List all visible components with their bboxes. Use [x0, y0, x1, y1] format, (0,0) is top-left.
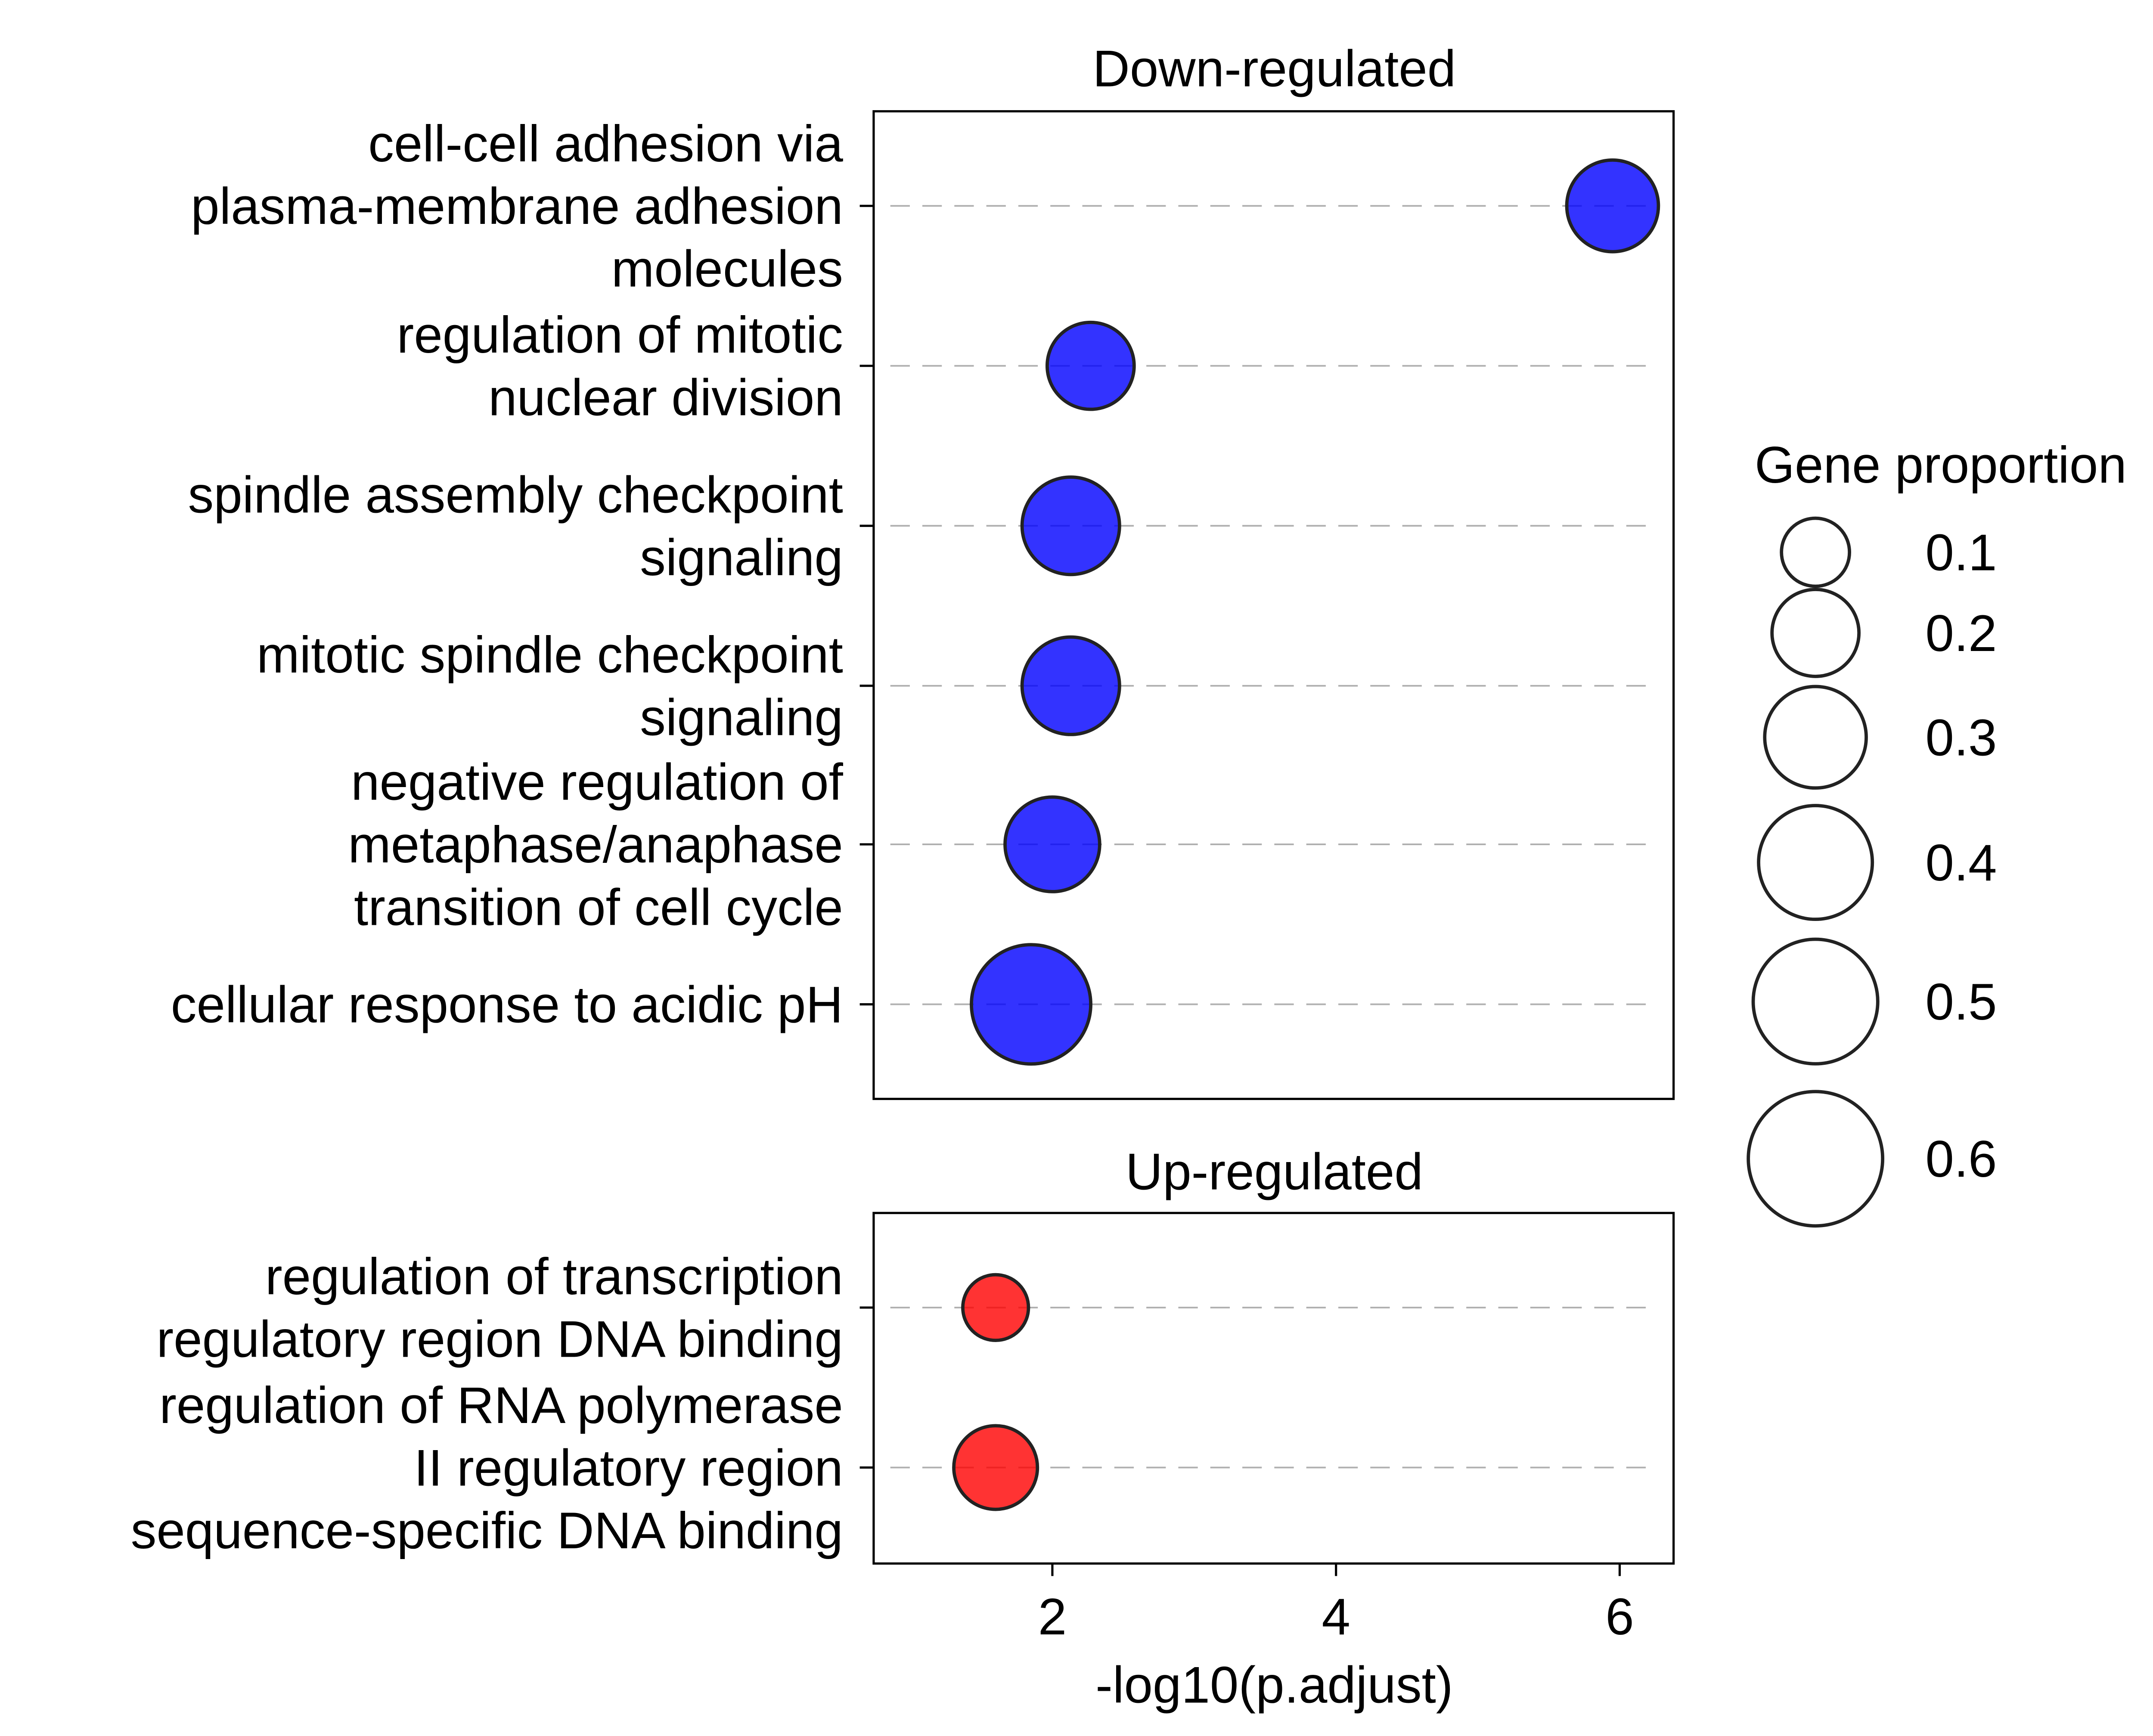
legend-marker [1770, 588, 1861, 678]
category-label-line: nuclear division [488, 369, 843, 426]
category-label-line: regulation of mitotic [397, 307, 843, 364]
category-label-line: signaling [640, 689, 843, 746]
legend-marker [1747, 1090, 1885, 1228]
down-marker [1045, 320, 1136, 411]
category-label-line: sequence-specific DNA binding [131, 1502, 843, 1559]
legend-label: 0.5 [1925, 973, 1997, 1031]
legend-label: 0.1 [1925, 524, 1997, 582]
category-label-line: spindle assembly checkpoint [188, 467, 843, 524]
down-category-label: regulation of mitotic nuclear division [397, 307, 843, 426]
down-panel-title: Down-regulated [1093, 40, 1456, 97]
legend-label: 0.2 [1925, 605, 1997, 662]
legend-marker [1757, 804, 1874, 921]
x-axis: 2 4 6 -log10(p.adjust) [1038, 1563, 1634, 1714]
category-label-line: metaphase/anaphase [348, 816, 843, 874]
category-label-line: plasma-membrane adhesion [191, 178, 843, 235]
legend-marker [1751, 937, 1880, 1066]
down-category-label: negative regulation of metaphase/anaphase… [348, 754, 843, 936]
down-category-label: mitotic spindle checkpoint signaling [257, 626, 843, 746]
category-label-line: cell-cell adhesion via [368, 115, 843, 173]
legend-title: Gene proportion [1755, 437, 2127, 494]
category-label-line: cellular response to acidic pH [171, 976, 843, 1034]
legend-marker [1780, 516, 1852, 588]
down-marker [1003, 795, 1101, 893]
up-marker [961, 1273, 1030, 1342]
category-label-line: negative regulation of [351, 754, 844, 811]
up-category-label: regulation of RNA polymerase II regulator… [131, 1377, 843, 1559]
legend-marker [1763, 685, 1868, 790]
x-axis-label: -log10(p.adjust) [1095, 1656, 1453, 1714]
up-panel-frame [872, 1212, 1675, 1565]
down-regulated-panel: Down-regulated cell-cell adhesion via plas… [171, 40, 1675, 1100]
down-marker [1020, 635, 1121, 736]
down-marker [970, 943, 1092, 1066]
up-marker [952, 1424, 1039, 1511]
x-tick-label: 4 [1322, 1588, 1350, 1646]
up-panel-title: Up-regulated [1126, 1143, 1423, 1200]
legend-label: 0.4 [1925, 834, 1997, 892]
down-category-label: cellular response to acidic pH [171, 976, 843, 1034]
x-tick-label: 6 [1605, 1588, 1634, 1646]
x-tick-label: 2 [1038, 1588, 1067, 1646]
down-marker [1020, 475, 1121, 577]
down-panel-frame [872, 110, 1675, 1100]
down-category-label: spindle assembly checkpoint signaling [188, 467, 843, 586]
category-label-line: molecules [611, 241, 843, 298]
category-label-line: signaling [640, 529, 843, 586]
legend-label: 0.3 [1925, 709, 1997, 766]
up-category-label: regulation of transcription regulatory re… [156, 1248, 843, 1368]
down-category-label: cell-cell adhesion via plasma-membrane ad… [191, 115, 843, 298]
gene-proportion-legend: Gene proportion 0.1 0.2 0.3 0.4 0.5 0.6 [1747, 437, 2127, 1228]
category-label-line: regulation of transcription [265, 1248, 843, 1305]
legend-label: 0.6 [1925, 1131, 1997, 1188]
category-label-line: transition of cell cycle [354, 879, 843, 936]
category-label-line: mitotic spindle checkpoint [257, 626, 843, 684]
category-label-line: regulatory region DNA binding [156, 1311, 843, 1368]
category-label-line: regulation of RNA polymerase [159, 1377, 843, 1434]
down-marker [1565, 158, 1660, 254]
category-label-line: II regulatory region [414, 1439, 843, 1497]
